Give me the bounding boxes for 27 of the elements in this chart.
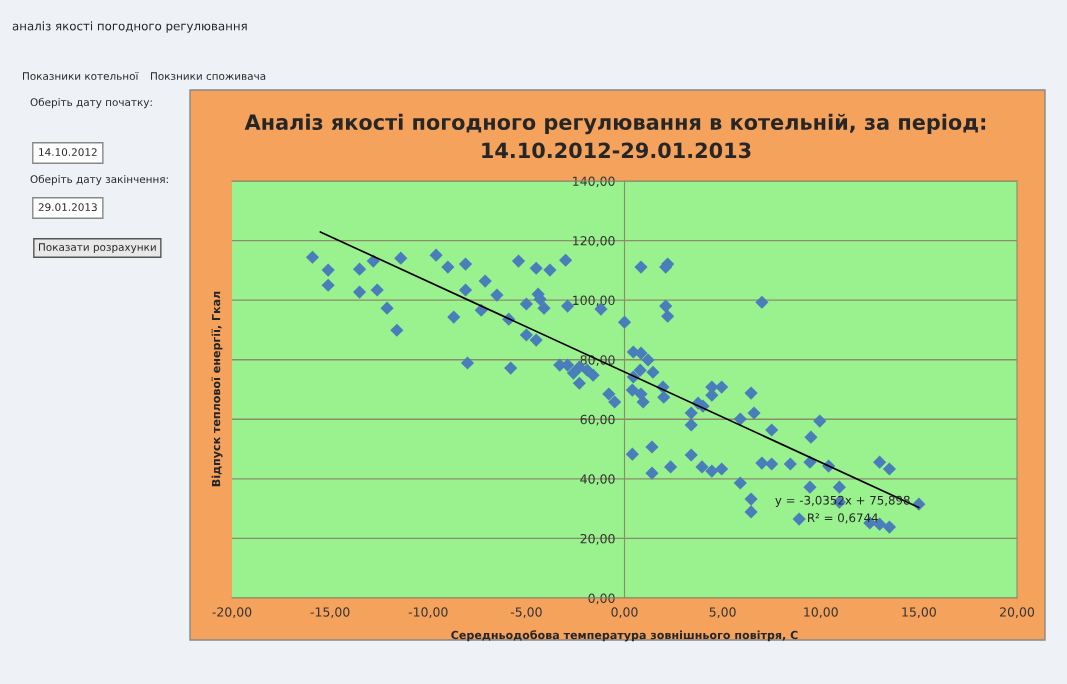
text: Показники котельної: [23, 71, 139, 81]
text: 14.10.2012: [39, 148, 97, 157]
x-tick-label: 0,00: [611, 607, 638, 618]
y-tick-label: 120,00: [573, 236, 615, 247]
y-tick-label: 60,00: [580, 414, 615, 426]
x-tick-label: -10,00: [408, 607, 448, 618]
text: Покзники споживача: [151, 72, 266, 81]
x-axis-title: Середньодобова температура зовнішнього повітря, С: [451, 630, 798, 642]
x-tick-label: -15,00: [310, 607, 350, 618]
y-tick-label: 20,00: [580, 533, 615, 545]
x-tick-label: 20,00: [1000, 607, 1035, 618]
x-tick-label: 15,00: [902, 607, 936, 618]
x-tick-label: -20,00: [212, 607, 252, 618]
text: 29.01.2013: [38, 203, 97, 212]
text: Оберіть дату початку:: [30, 97, 152, 109]
annotation: R² = 0,6744: [808, 513, 878, 524]
y-axis-title: Відпуск теплової енергії, Гкал: [211, 291, 223, 487]
chart-title: Аналіз якості погодного регулювання в котельній, за період: 14.10.2012-29.01.2013: [244, 113, 986, 159]
x-tick-label: -5,00: [510, 607, 542, 618]
x-tick-label: 10,00: [804, 607, 838, 618]
text: Показати розрахунки: [39, 243, 156, 254]
y-tick-label: 40,00: [580, 474, 615, 486]
y-tick-label: 100,00: [573, 295, 615, 307]
text: аналіз якості погодного регулювання: [12, 21, 247, 33]
y-tick-label: 0,00: [588, 593, 615, 605]
text: Оберіть дату закінчення:: [30, 174, 168, 186]
x-tick-label: 5,00: [709, 607, 736, 618]
